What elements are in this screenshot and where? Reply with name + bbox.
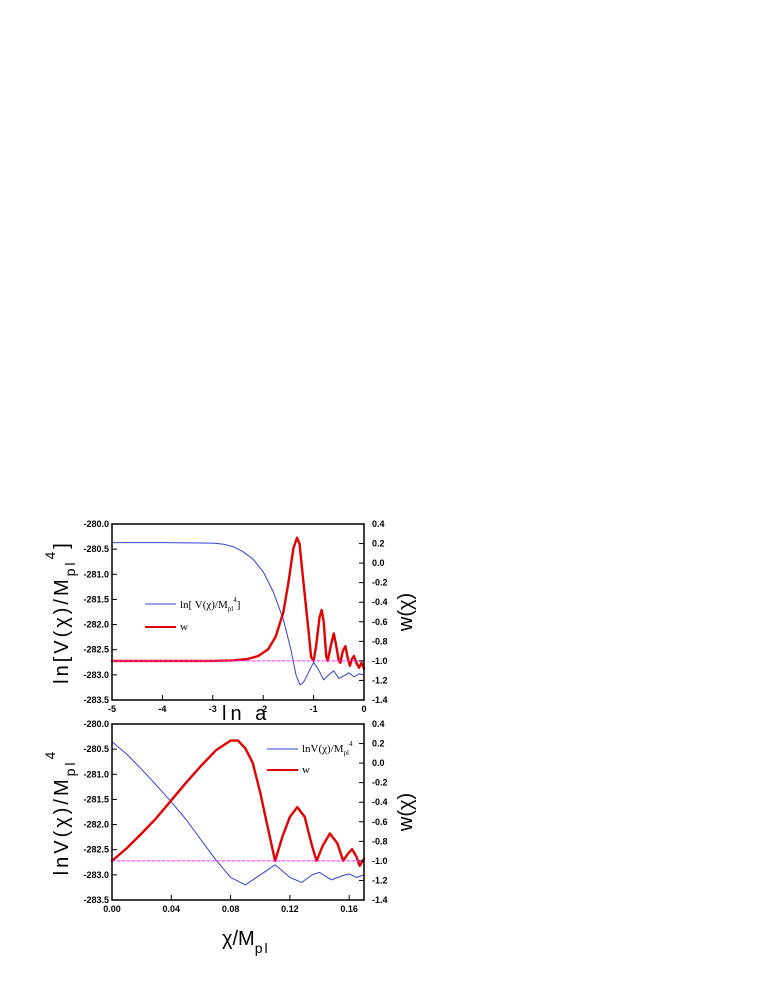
top-y-right-tick-label: 0.0 [372,558,385,568]
top-x-tick-label: -5 [108,704,116,714]
top-series-potential [111,542,365,686]
top-y-right-tick-label: -0.6 [372,617,388,627]
svg-text:w(χ): w(χ) [395,793,417,832]
top-y-left-tick-label: -280.0 [83,519,109,529]
top-x-tick-label: 0 [361,704,366,714]
top-y-right-tick-label: -0.8 [372,636,388,646]
bottom-x-tick-label: 0.00 [103,904,121,914]
top-y-left-tick-label: -283.5 [83,695,109,705]
top-ticks: -5 -4 -3 -2 -1 0 -280.0 -280.5 -281.0 -281.5 -282.… [83,519,387,714]
top-x-tick-label: -1 [310,704,318,714]
top-y-right-tick-label: -1.0 [372,656,388,666]
bottom-series-w [110,739,366,867]
bottom-y-left-tick-label: -281.0 [83,769,109,779]
bottom-y-axis-label-right: w(χ) [395,793,417,832]
bottom-series-potential [111,741,365,886]
top-y-axis-label-left: ln[V(χ)/Mpl4] [42,540,78,684]
top-y-left-tick-label: -283.0 [83,670,109,680]
top-y-right-tick-label: 0.2 [372,539,385,549]
top-x-tick-label: -4 [158,704,166,714]
svg-text:ln[V(χ)/Mpl4]: ln[V(χ)/Mpl4] [42,540,78,684]
bottom-panel: 0.00 0.04 0.08 0.12 0.16 -280.0 -280.5 -281.0 -2… [42,719,417,956]
top-y-left-tick-label: -280.5 [83,544,109,554]
top-y-right-tick-label: -0.2 [372,578,388,588]
bottom-ticks: 0.00 0.04 0.08 0.12 0.16 -280.0 -280.5 -281.0 -2… [83,719,387,914]
top-y-left-tick-label: -282.5 [83,645,109,655]
bottom-x-tick-label: 0.16 [340,904,358,914]
bottom-y-right-tick-label: -0.4 [372,797,388,807]
bottom-y-right-tick-label: -1.0 [372,856,388,866]
bottom-y-left-tick-label: -282.5 [83,845,109,855]
bottom-legend-label-w: w [302,764,310,776]
bottom-y-right-tick-label: 0.0 [372,758,385,768]
bottom-y-left-tick-label: -280.5 [83,744,109,754]
top-y-right-tick-label: -1.4 [372,695,388,705]
bottom-y-left-tick-label: -281.5 [83,794,109,804]
top-x-axis-label: ln a [222,703,270,725]
top-plot-area [110,536,366,686]
bottom-y-left-tick-label: -280.0 [83,719,109,729]
top-legend-label-w: w [180,621,188,633]
bottom-y-right-tick-label: -0.2 [372,778,388,788]
bottom-y-right-tick-label: -1.4 [372,895,388,905]
bottom-x-tick-label: 0.04 [163,904,181,914]
top-legend-label-v: ln[ V(χ)/Mpl4] [180,596,240,613]
top-legend: ln[ V(χ)/Mpl4] w [145,596,240,633]
svg-text:w(χ): w(χ) [395,593,417,632]
bottom-plot-frame [111,723,365,901]
bottom-y-left-tick-label: -283.5 [83,895,109,905]
top-plot-frame [111,523,365,701]
top-y-left-tick-label: -281.5 [83,594,109,604]
top-x-tick-label: -2 [259,704,267,714]
bottom-legend-label-v: lnV(χ)/Mpl4 [302,740,353,757]
top-y-right-tick-label: -1.2 [372,675,388,685]
top-y-right-tick-label: -0.4 [372,597,388,607]
bottom-y-right-tick-label: -1.2 [372,875,388,885]
bottom-legend: lnV(χ)/Mpl4 w [267,740,353,776]
top-y-left-tick-label: -282.0 [83,620,109,630]
top-y-right-tick-label: 0.4 [372,519,385,529]
bottom-y-right-tick-label: 0.4 [372,719,385,729]
top-panel: -5 -4 -3 -2 -1 0 -280.0 -280.5 -281.0 -281.5 -282.… [42,519,417,725]
bottom-y-right-tick-label: -0.8 [372,836,388,846]
bottom-y-left-tick-label: -282.0 [83,820,109,830]
bottom-x-tick-label: 0.12 [281,904,299,914]
top-y-axis-label-right: w(χ) [395,593,417,632]
bottom-plot-area [110,739,366,886]
top-y-left-tick-label: -281.0 [83,569,109,579]
bottom-x-axis-label: χ/Mpl [222,928,270,956]
bottom-y-axis-label-left: lnV(χ)/Mpl4 [42,749,78,876]
bottom-y-right-tick-label: 0.2 [372,739,385,749]
bottom-y-right-tick-label: -0.6 [372,817,388,827]
top-series-w [110,536,366,670]
svg-text:lnV(χ)/Mpl4: lnV(χ)/Mpl4 [42,749,78,876]
bottom-x-tick-label: 0.08 [222,904,240,914]
top-x-tick-label: -3 [209,704,217,714]
bottom-y-left-tick-label: -283.0 [83,870,109,880]
